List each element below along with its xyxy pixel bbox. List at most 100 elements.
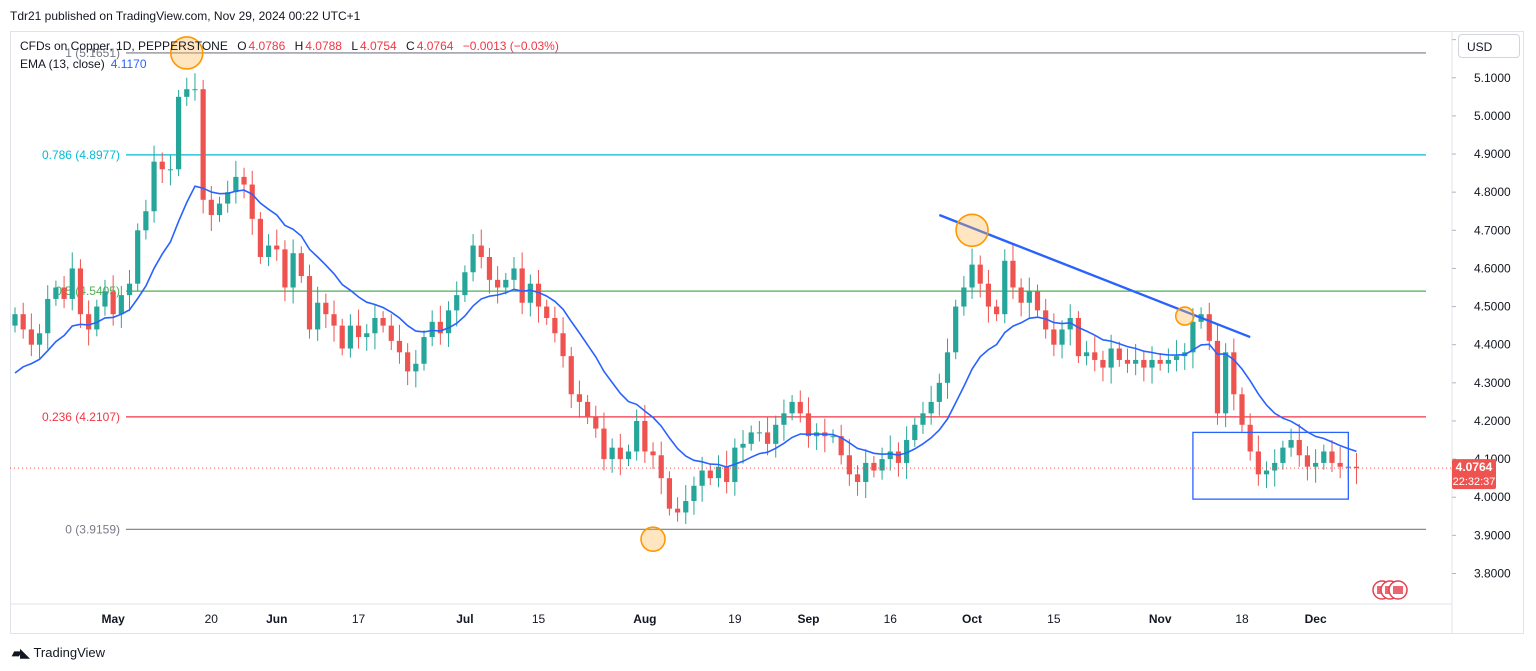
fib-level-label: 1 (5.1651) [65,46,120,60]
candle-body [658,455,664,479]
time-tick-label: Sep [797,612,819,626]
candle-body [28,329,34,345]
time-tick-label: 16 [884,612,898,626]
fib-level-label: 0.786 (4.8977) [42,148,120,162]
candle-body [1321,451,1327,463]
candle-body [756,432,762,434]
candle-body [544,306,550,318]
candle-body [969,264,975,288]
candle-body [601,428,607,460]
resistance-trendline [938,213,1251,339]
candle-body [1337,462,1343,467]
candle-body [143,211,149,231]
candle-body [298,253,304,277]
candle-body [634,420,640,452]
candle-body [69,268,75,299]
candle-body [830,436,836,438]
candle-body [674,508,681,513]
chart-annotations [169,36,1408,600]
time-tick-label: 18 [1235,612,1249,626]
candle-body [1190,321,1196,353]
candle-body [928,401,934,414]
highlight-circle [955,213,989,248]
candle-body [715,466,722,479]
open-value: 4.0786 [248,39,286,53]
candle-body [45,298,51,334]
time-tick-label: Dec [1305,612,1327,626]
candle-body [184,89,190,97]
candle-body [216,203,223,216]
candle-body [372,318,378,334]
candle-body [1304,455,1311,467]
highlight-circle [169,36,204,70]
candle-body [1149,359,1155,368]
candle-body [625,451,632,460]
time-tick-label: Aug [633,612,656,626]
price-tick-label: 4.7000 [1474,223,1511,237]
candle-body [306,276,313,330]
candle-body [1083,352,1090,357]
candle-body [977,264,983,284]
candle-body [167,169,174,171]
ema-series [14,185,1357,468]
candle-body [355,325,362,338]
indicator-value: 4.1170 [110,57,147,71]
candle-body [274,245,280,250]
candle-body [257,218,263,257]
symbol-name: CFDs on Copper, 1D, PEPPERSTONE [20,39,228,53]
candle-body [1247,424,1253,452]
candle-body [200,89,206,200]
candle-body [413,363,419,372]
candle-body [192,89,198,91]
time-tick-label: Jun [266,612,287,626]
candle-body [503,279,509,288]
candle-body [478,245,484,257]
price-tick-label: 3.9000 [1474,528,1511,542]
candle-body [1255,451,1261,475]
candle-body [797,401,803,414]
candle-body [699,470,705,486]
last-price-tag: 4.0764 22:32:37 [10,459,1496,490]
chart-frame [10,31,1524,634]
consolidation-box [1192,431,1349,500]
candle-body [789,401,795,414]
candle-body [1206,314,1212,341]
low-value: 4.0754 [360,39,397,53]
change-value: −0.0013 (−0.03%) [462,39,559,53]
candle-body [552,318,558,334]
tradingview-logo-icon: ▰◣ [12,645,29,660]
candle-body [429,321,435,338]
candle-body [1223,352,1229,414]
candle-body [854,474,861,482]
candle-body [445,310,452,334]
candle-body [12,314,18,326]
candle-body [1043,310,1049,330]
indicator-legend[interactable]: EMA (13, close) 4.1170 [20,57,147,71]
candle-body [282,249,288,288]
candle-body [1313,462,1319,467]
footer-brand[interactable]: ▰◣ TradingView [12,645,105,660]
candle-body [462,272,468,296]
high-label: H [294,39,304,53]
footer-brand-text: TradingView [33,645,106,660]
candle-body [863,462,869,482]
price-tick-label: 4.2000 [1474,414,1511,428]
price-tick-label: 4.4000 [1474,338,1511,352]
candle-body [364,333,370,338]
currency-button[interactable]: USD [1458,34,1520,58]
candle-body [904,440,910,463]
candle-body [1214,340,1221,414]
candle-body [331,314,337,326]
candle-body [953,306,959,353]
candle-body [920,413,926,425]
candle-body [126,283,133,296]
candle-body [396,340,403,353]
candle-body [1100,359,1106,368]
candle-body [683,501,689,513]
candle-body [110,291,116,315]
candle-body [535,283,542,307]
time-tick-label: 15 [532,612,546,626]
candle-body [511,268,517,280]
candle-body [315,302,321,330]
